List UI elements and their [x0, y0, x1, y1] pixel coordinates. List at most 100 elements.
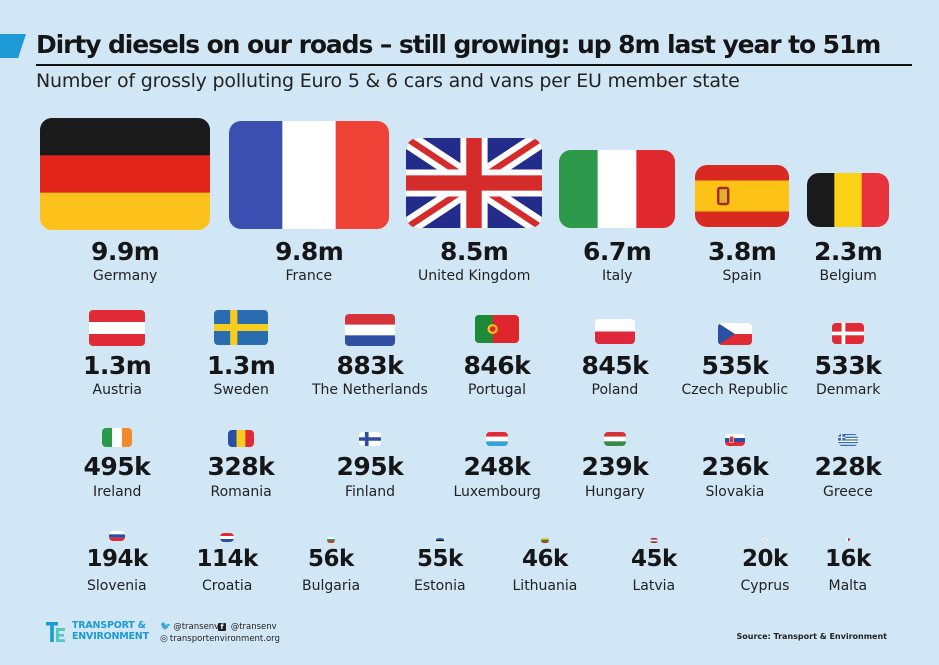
- country-name-lithuania: Lithuania: [512, 578, 578, 594]
- flag-poland: [595, 319, 635, 344]
- value-label-the-netherlands: 883k: [336, 351, 404, 380]
- source-note: Source: Transport & Environment: [736, 632, 887, 641]
- chart-title: Dirty diesels on our roads – still growi…: [36, 30, 881, 59]
- flag-portugal: [475, 315, 519, 343]
- website-link: ◎ transportenvironment.org: [160, 634, 280, 644]
- value-label-italy: 6.7m: [583, 237, 652, 266]
- country-name-czech-republic: Czech Republic: [681, 382, 789, 398]
- flag-romania: [228, 430, 254, 447]
- flag-cyprus-graphic: [763, 538, 767, 541]
- country-name-sweden: Sweden: [213, 382, 269, 398]
- flag-greece: [838, 434, 858, 446]
- country-name-belgium: Belgium: [819, 268, 877, 284]
- value-label-croatia: 114k: [196, 546, 259, 572]
- value-label-germany: 9.9m: [91, 237, 160, 266]
- chart-subtitle: Number of grossly polluting Euro 5 & 6 c…: [36, 70, 740, 92]
- flag-austria: [89, 310, 145, 346]
- flag-ireland: [102, 428, 132, 447]
- value-label-france: 9.8m: [275, 237, 344, 266]
- flag-cyprus: [763, 538, 767, 541]
- value-label-sweden: 1.3m: [207, 351, 276, 380]
- country-name-slovenia: Slovenia: [87, 578, 147, 594]
- country-name-france: France: [285, 268, 333, 284]
- country-name-poland: Poland: [591, 382, 639, 398]
- flag-portugal-graphic: [475, 315, 519, 343]
- value-label-slovakia: 236k: [701, 452, 769, 481]
- value-label-belgium: 2.3m: [814, 237, 883, 266]
- value-label-portugal: 846k: [463, 351, 531, 380]
- value-label-austria: 1.3m: [83, 351, 152, 380]
- flag-united-kingdom-graphic: [406, 138, 542, 228]
- country-name-hungary: Hungary: [585, 484, 645, 500]
- flag-belgium: [807, 173, 889, 227]
- flag-romania-graphic: [228, 430, 254, 447]
- flag-latvia-graphic: [650, 538, 658, 543]
- flag-germany: [40, 118, 210, 230]
- flag-denmark: [832, 323, 864, 344]
- flag-luxembourg: [486, 432, 508, 446]
- flag-the-netherlands-graphic: [345, 314, 395, 346]
- value-label-latvia: 45k: [631, 546, 677, 572]
- country-name-greece: Greece: [823, 484, 873, 500]
- country-name-denmark: Denmark: [816, 382, 881, 398]
- value-label-slovenia: 194k: [86, 546, 149, 572]
- value-label-malta: 16k: [825, 546, 871, 572]
- value-label-spain: 3.8m: [708, 237, 777, 266]
- value-label-bulgaria: 56k: [308, 546, 354, 572]
- value-label-hungary: 239k: [581, 452, 649, 481]
- value-label-estonia: 55k: [417, 546, 463, 572]
- facebook-handle: f @transenv: [218, 622, 277, 632]
- flag-slovenia: [109, 531, 125, 541]
- country-name-finland: Finland: [345, 484, 396, 500]
- country-name-croatia: Croatia: [202, 578, 253, 594]
- twitter-icon: 🐦: [160, 622, 172, 632]
- flag-estonia: [436, 538, 444, 543]
- flag-bulgaria: [327, 537, 335, 543]
- globe-icon: ◎: [160, 634, 168, 644]
- flag-malta: [846, 538, 850, 541]
- flag-france: [229, 121, 389, 229]
- value-label-luxembourg: 248k: [463, 452, 531, 481]
- flag-luxembourg-graphic: [486, 432, 508, 446]
- logo-line-1: TRANSPORT &: [72, 620, 146, 631]
- value-label-romania: 328k: [207, 452, 275, 481]
- value-label-ireland: 495k: [83, 452, 151, 481]
- flag-spain-graphic: [695, 165, 789, 227]
- flag-italy-graphic: [559, 150, 675, 228]
- flag-poland-graphic: [595, 319, 635, 344]
- flag-finland-graphic: [359, 432, 381, 446]
- flag-hungary-graphic: [604, 432, 626, 446]
- value-label-greece: 228k: [814, 452, 882, 481]
- country-name-spain: Spain: [722, 268, 762, 284]
- flag-italy: [559, 150, 675, 228]
- flag-finland: [359, 432, 381, 446]
- country-name-estonia: Estonia: [414, 578, 466, 594]
- country-name-latvia: Latvia: [632, 578, 676, 594]
- country-name-luxembourg: Luxembourg: [453, 484, 541, 500]
- value-label-finland: 295k: [336, 452, 404, 481]
- te-logo-icon: [46, 622, 65, 642]
- country-name-romania: Romania: [210, 484, 272, 500]
- twitter-handle: 🐦 @transenv: [160, 622, 219, 632]
- country-name-germany: Germany: [93, 268, 158, 284]
- value-label-denmark: 533k: [814, 351, 882, 380]
- flag-lithuania: [541, 538, 549, 543]
- country-name-italy: Italy: [602, 268, 633, 284]
- value-label-poland: 845k: [581, 351, 649, 380]
- flag-croatia: [220, 533, 234, 542]
- flag-slovakia: [725, 434, 745, 446]
- country-name-bulgaria: Bulgaria: [302, 578, 361, 594]
- website-text: transportenvironment.org: [169, 634, 280, 644]
- flag-sweden: [214, 310, 268, 345]
- flag-austria-graphic: [89, 310, 145, 346]
- facebook-handle-text: @transenv: [230, 622, 277, 632]
- country-name-ireland: Ireland: [93, 484, 142, 500]
- flag-france-graphic: [229, 121, 389, 229]
- value-label-united-kingdom: 8.5m: [440, 237, 509, 266]
- flag-czech-republic: [718, 323, 752, 345]
- flag-czech-republic-graphic: [718, 323, 752, 345]
- value-label-czech-republic: 535k: [701, 351, 769, 380]
- flag-bulgaria-graphic: [327, 537, 335, 543]
